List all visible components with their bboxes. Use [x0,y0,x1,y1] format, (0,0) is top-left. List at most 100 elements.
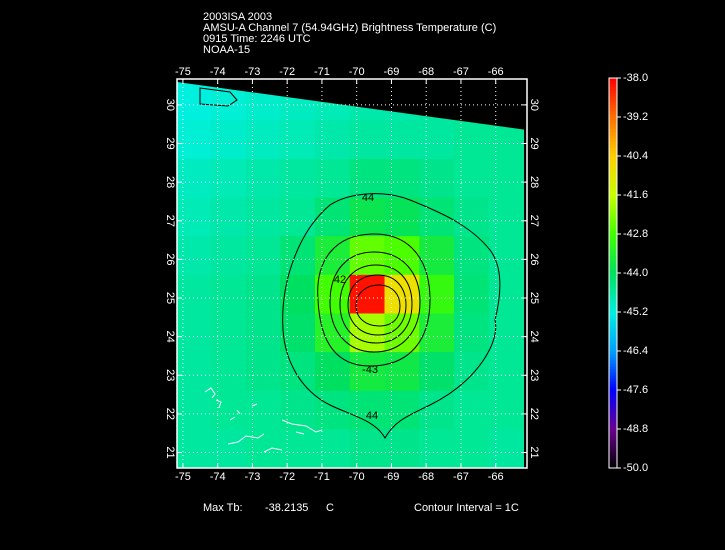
contour-interval: Contour Interval = 1C [414,502,519,514]
colorbar-tick-label: -40.4 [623,150,648,162]
x-tick-label: -66 [488,66,504,78]
y-tick-label: 22 [164,408,176,420]
field-cell [314,120,351,160]
field-cell [314,236,351,276]
colorbar-swatch [609,90,617,94]
y-tick-label: 25 [164,292,176,304]
colorbar-swatch [609,132,617,136]
y-tick-label: 25 [528,292,540,304]
header-line: 0915 Time: 2246 UTC [203,33,311,45]
colorbar-swatch [609,423,617,427]
colorbar-tick-label: -50.0 [623,462,648,474]
max-unit: C [326,502,334,514]
colorbar-swatch [609,330,617,334]
colorbar-swatch [609,414,617,418]
y-tick-label: 23 [164,369,176,381]
field-cell [210,236,246,276]
colorbar-tick-label: -48.8 [623,423,648,435]
colorbar-swatch [609,456,617,460]
field-cell [210,313,246,353]
x-tick-label: -70 [349,471,365,483]
colorbar-swatch [609,408,617,412]
field-cell [280,429,316,468]
colorbar-swatch [609,276,617,280]
field-cell [454,236,490,276]
colorbar-swatch [609,453,617,457]
axes: -75 -75 -74 -74 -73 -73 -72 -72 -71 -71 -70 -70 -69 -… [164,66,540,483]
colorbar: -38.0 -39.2 -40.4 -41.6 -42.8 -44.0 -45.2 -46.4… [608,72,648,474]
field-cell [177,236,212,276]
colorbar-swatch [609,297,617,301]
field-cell [314,158,351,199]
colorbar-swatch [609,186,617,190]
field-cell [419,158,455,199]
no-data-region [177,79,527,130]
field-cell [419,313,455,353]
colorbar-swatch [609,159,617,163]
x-tick-label: -73 [244,66,260,78]
colorbar-swatch [609,174,617,178]
colorbar-swatch [609,357,617,361]
colorbar-swatch [609,336,617,340]
field-cell [245,236,281,276]
colorbar-swatch [609,321,617,325]
colorbar-swatch [609,201,617,205]
colorbar-swatch [609,441,617,445]
field-cell [454,120,490,160]
max-label: Max Tb: [203,502,243,514]
colorbar-swatch [609,411,617,415]
field-cell [384,120,420,160]
colorbar-swatch [609,435,617,439]
colorbar-swatch [609,309,617,313]
contour-label: -43 [362,364,378,376]
colorbar-swatch [609,300,617,304]
contour-label: 44 [366,410,378,422]
x-tick-label: -68 [418,471,434,483]
colorbar-tick-label: -47.6 [623,384,648,396]
colorbar-swatch [609,348,617,352]
field-cell [177,313,212,353]
coastline [204,387,323,453]
colorbar-swatch [609,234,617,238]
colorbar-swatch [609,243,617,247]
field-cell [454,390,490,430]
colorbar-swatch [609,279,617,283]
contour-label: 44 [362,192,374,204]
colorbar-swatch [609,228,617,232]
field-cell [349,390,385,430]
colorbar-swatch [609,303,617,307]
colorbar-swatch [609,255,617,259]
colorbar-swatch [609,447,617,451]
y-tick-label: 22 [528,408,540,420]
field-cell [245,390,281,430]
y-tick-label: 23 [528,369,540,381]
colorbar-swatch [609,162,617,166]
colorbar-swatch [609,225,617,229]
colorbar-swatch [609,450,617,454]
field-cell [454,197,490,237]
field-cell [210,120,246,160]
colorbar-swatch [609,168,617,172]
field-cell [384,197,420,237]
colorbar-swatch [609,360,617,364]
y-tick-label: 29 [164,137,176,149]
colorbar-tick-label: -46.4 [623,345,648,357]
colorbar-swatch [609,183,617,187]
colorbar-swatch [609,237,617,241]
field-cell [280,158,316,199]
colorbar-swatch [609,351,617,355]
colorbar-swatch [609,111,617,115]
field-cell [488,313,525,353]
colorbar-swatch [609,129,617,133]
contour [347,274,407,336]
colorbar-swatch [609,249,617,253]
x-tick-label: -72 [279,66,295,78]
colorbar-swatch [609,390,617,394]
colorbar-swatch [609,120,617,124]
contour [317,233,431,367]
field-cell [245,197,281,237]
colorbar-swatch [609,114,617,118]
contour [329,251,421,353]
x-tick-label: -67 [453,471,469,483]
